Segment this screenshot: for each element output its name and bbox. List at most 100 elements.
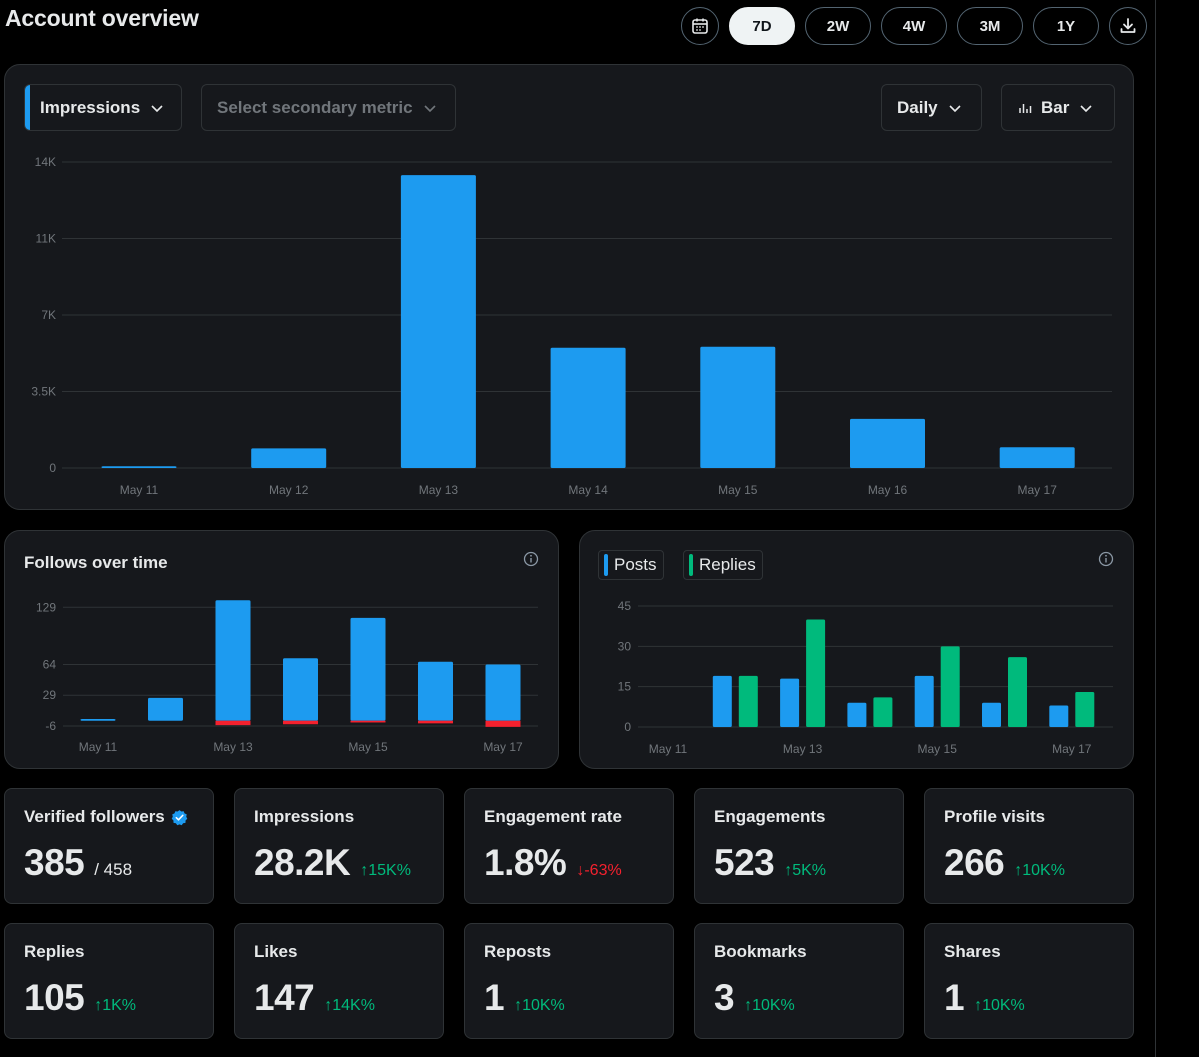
- bar-may-12-posts[interactable]: [712, 675, 732, 727]
- chevron-down-icon: [1080, 104, 1092, 112]
- metric-card-impressions[interactable]: Impressions 28.2K ↑15K%: [234, 788, 444, 904]
- metric-card-reposts[interactable]: Reposts 1 ↑10K%: [464, 923, 674, 1039]
- metric-card-replies[interactable]: Replies 105 ↑1K%: [4, 923, 214, 1039]
- download-button[interactable]: [1109, 7, 1147, 45]
- bar-may-17-negative[interactable]: [485, 720, 521, 727]
- granularity-select[interactable]: Daily: [881, 84, 982, 131]
- bar-may-13[interactable]: [215, 600, 251, 721]
- bar-may-11[interactable]: [101, 466, 177, 468]
- bar-may-14[interactable]: [550, 347, 626, 468]
- metric-value-row: 28.2K ↑15K%: [254, 842, 411, 884]
- bar-may-14-replies[interactable]: [873, 697, 893, 727]
- metric-card-engagement-rate[interactable]: Engagement rate 1.8% ↓-63%: [464, 788, 674, 904]
- primary-metric-select[interactable]: Impressions: [24, 84, 182, 131]
- bar-may-14-negative[interactable]: [283, 720, 318, 725]
- bar-may-14[interactable]: [283, 658, 318, 721]
- x-tick-label: May 16: [868, 483, 908, 497]
- bar-may-13-posts[interactable]: [780, 678, 800, 727]
- metric-label-text: Verified followers: [24, 807, 165, 826]
- y-tick-label: 14K: [35, 155, 56, 169]
- metric-label-text: Engagement rate: [484, 807, 622, 826]
- metric-delta-value: 14K%: [332, 997, 375, 1014]
- metric-card-shares[interactable]: Shares 1 ↑10K%: [924, 923, 1134, 1039]
- metric-card-bookmarks[interactable]: Bookmarks 3 ↑10K%: [694, 923, 904, 1039]
- metric-delta: ↑5K%: [784, 862, 826, 880]
- x-tick-label: May 14: [568, 483, 608, 497]
- metric-label-text: Replies: [24, 942, 85, 961]
- metric-card-verified-followers[interactable]: Verified followers 385 / 458: [4, 788, 214, 904]
- x-tick-label: May 11: [120, 483, 159, 497]
- info-icon[interactable]: [523, 551, 539, 567]
- arrow-up-icon: ↑: [744, 997, 753, 1014]
- legend-posts-swatch: [604, 554, 608, 576]
- bar-may-13-replies[interactable]: [806, 619, 826, 727]
- posts-replies-chart-card: Posts Replies 0 15 30 45 May 11 May 13 May 15 M…: [579, 530, 1134, 769]
- y-tick-label: 29: [43, 688, 57, 702]
- impressions-chart-card: Impressions Select secondary metric Dail…: [4, 64, 1134, 510]
- bar-may-11[interactable]: [80, 718, 116, 721]
- x-tick-label: May 17: [483, 740, 523, 754]
- metric-label: Bookmarks: [714, 942, 807, 962]
- y-tick-label: 3.5K: [31, 385, 56, 399]
- metric-card-likes[interactable]: Likes 147 ↑14K%: [234, 923, 444, 1039]
- bar-may-12[interactable]: [251, 448, 327, 468]
- metric-card-profile-visits[interactable]: Profile visits 266 ↑10K%: [924, 788, 1134, 904]
- bar-may-17[interactable]: [485, 664, 521, 721]
- legend-posts[interactable]: Posts: [598, 550, 664, 580]
- y-tick-label: 45: [618, 599, 632, 613]
- metric-value: 1: [484, 977, 505, 1018]
- calendar-button[interactable]: [681, 7, 719, 45]
- metric-label-text: Bookmarks: [714, 942, 807, 961]
- x-tick-label: May 11: [79, 740, 118, 754]
- metric-value-row: 147 ↑14K%: [254, 977, 375, 1019]
- range-7d-button[interactable]: 7D: [729, 7, 795, 45]
- bar-may-16-posts[interactable]: [982, 702, 1001, 727]
- metric-card-engagements[interactable]: Engagements 523 ↑5K%: [694, 788, 904, 904]
- legend-posts-label: Posts: [614, 555, 657, 574]
- metric-delta-value: -63%: [584, 862, 622, 879]
- metric-label: Impressions: [254, 807, 354, 827]
- y-tick-label: 129: [36, 600, 56, 614]
- range-3m-button[interactable]: 3M: [957, 7, 1023, 45]
- bar-may-16-negative[interactable]: [418, 720, 453, 724]
- follows-chart-title: Follows over time: [24, 553, 168, 572]
- legend-replies[interactable]: Replies: [683, 550, 763, 580]
- x-tick-label: May 15: [348, 740, 388, 754]
- range-1y-button[interactable]: 1Y: [1033, 7, 1099, 45]
- metric-delta-value: 10K%: [522, 997, 565, 1014]
- y-tick-label: 0: [49, 461, 56, 475]
- bar-may-15[interactable]: [350, 617, 386, 721]
- bar-may-17[interactable]: [999, 447, 1075, 468]
- metric-delta: ↑10K%: [974, 997, 1025, 1015]
- range-2w-button[interactable]: 2W: [805, 7, 871, 45]
- bar-may-17-posts[interactable]: [1049, 705, 1069, 727]
- bar-may-15-posts[interactable]: [914, 675, 934, 727]
- info-icon[interactable]: [1098, 551, 1114, 567]
- metric-value-row: 1 ↑10K%: [484, 977, 565, 1019]
- range-4w-button[interactable]: 4W: [881, 7, 947, 45]
- metric-label: Engagements: [714, 807, 825, 827]
- x-tick-label: May 17: [1018, 483, 1058, 497]
- bar-may-16[interactable]: [850, 418, 925, 468]
- bar-may-15-replies[interactable]: [940, 646, 960, 727]
- legend-replies-swatch: [689, 554, 693, 576]
- bar-may-16[interactable]: [418, 661, 453, 721]
- bar-may-17-replies[interactable]: [1075, 692, 1095, 727]
- bar-may-12-replies[interactable]: [738, 675, 758, 727]
- chart-type-select[interactable]: Bar: [1001, 84, 1115, 131]
- arrow-down-icon: ↓: [576, 862, 585, 879]
- bar-chart-icon: [1019, 103, 1032, 113]
- y-tick-label: 15: [618, 680, 632, 694]
- bar-may-15-negative[interactable]: [350, 720, 386, 723]
- secondary-metric-select[interactable]: Select secondary metric: [201, 84, 456, 131]
- bar-may-16-replies[interactable]: [1008, 657, 1027, 727]
- x-tick-label: May 12: [269, 483, 309, 497]
- bar-may-13-negative[interactable]: [215, 720, 251, 726]
- bar-may-13[interactable]: [400, 175, 476, 468]
- arrow-up-icon: ↑: [514, 997, 523, 1014]
- metric-delta: ↑1K%: [94, 997, 136, 1015]
- y-tick-label: 11K: [36, 232, 56, 246]
- bar-may-14-posts[interactable]: [847, 702, 867, 727]
- bar-may-12[interactable]: [148, 697, 183, 721]
- bar-may-15[interactable]: [700, 346, 776, 468]
